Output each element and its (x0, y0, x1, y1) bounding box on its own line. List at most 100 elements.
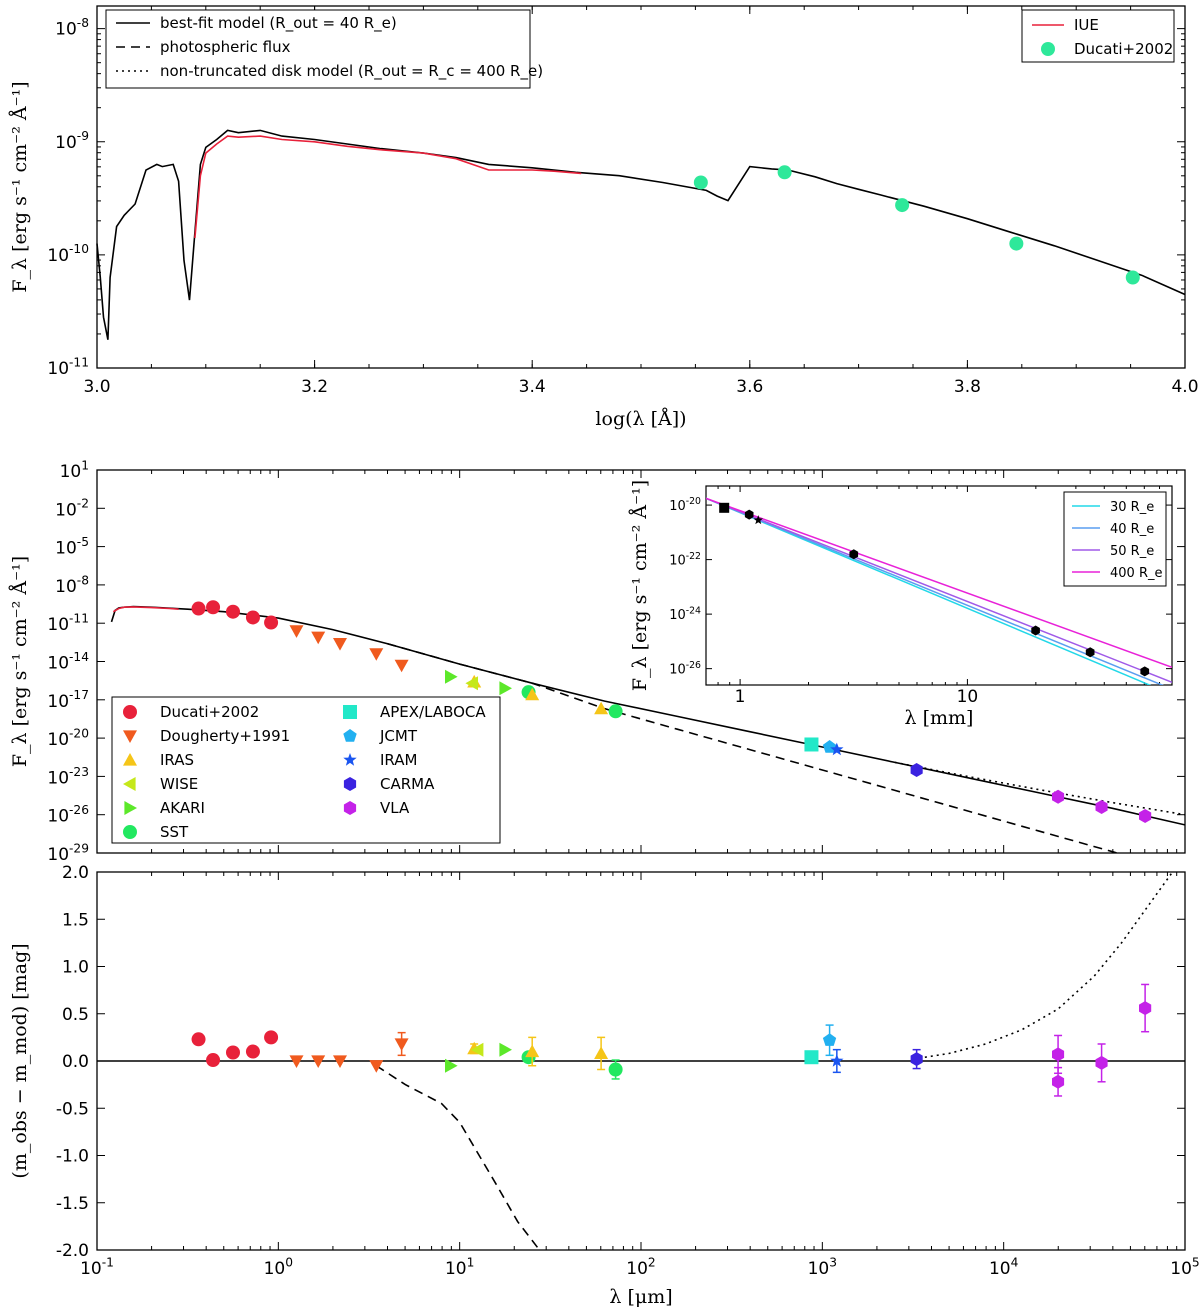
legend-marker (123, 705, 137, 719)
legend-label: Ducati+2002 (160, 703, 259, 721)
y-axis-label: (m_obs − m_mod) [mag] (9, 943, 31, 1178)
residual-ducati-2002 (264, 1030, 279, 1045)
y-tick-label: 10-11 (47, 612, 89, 636)
legend-marker (343, 801, 357, 815)
legend-label: IUE (1074, 16, 1099, 34)
x-tick-label: 3.4 (519, 377, 546, 397)
residual-vla (1139, 1001, 1152, 1016)
inset-point (1140, 666, 1150, 677)
inset-y-tick-label: 10-26 (669, 660, 701, 678)
point-ducati-2002 (264, 615, 279, 630)
point-sst (608, 704, 623, 719)
y-axis-label: F_λ [erg s⁻¹ cm⁻² Å⁻¹] (9, 81, 31, 292)
y-tick-label: 10-2 (55, 497, 89, 521)
point-dougherty-1991 (289, 625, 304, 638)
inset-y-tick-label: 10-22 (669, 551, 701, 569)
model-lines (110, 605, 1185, 853)
y-tick-label: -1.0 (56, 1147, 89, 1167)
inset-point (1085, 647, 1095, 658)
residual-dougherty-1991 (333, 1055, 347, 1068)
y-tick-label: 10-8 (55, 16, 89, 40)
point-dougherty-1991 (311, 631, 326, 645)
y-tick-label: 1.0 (62, 958, 89, 978)
residual-iras (525, 1044, 540, 1058)
legend-frame (105, 9, 531, 89)
line-non-truncated-disk-model (912, 872, 1174, 1060)
x-tick-label: 10-1 (80, 1255, 114, 1279)
legend-label: photospheric flux (160, 38, 291, 56)
residual-ducati-2002 (245, 1044, 260, 1059)
y-tick-label: 10-14 (47, 650, 89, 674)
legend-marker (123, 825, 137, 839)
point-akari (445, 669, 458, 684)
residual-dougherty-1991 (311, 1055, 326, 1068)
residual-ducati-2002 (191, 1032, 206, 1047)
residual-iram (830, 1054, 844, 1067)
legend-label: Dougherty+1991 (160, 727, 290, 745)
legend-marker (343, 753, 357, 766)
x-axis-label: log(λ [Å]) (595, 408, 686, 430)
legend-marker (123, 730, 137, 743)
inset-legend: 30 R_e 40 R_e 50 R_e 400 R_e (1063, 491, 1167, 587)
inset-line-30-R_e (706, 497, 1152, 685)
legend-marker (343, 729, 357, 742)
legend-label: CARMA (380, 775, 435, 793)
ducati-point (1009, 236, 1024, 251)
residual-akari (445, 1058, 458, 1073)
residual-vla (1095, 1055, 1108, 1070)
line-iue (112, 606, 179, 613)
legend-data: IUE Ducati+2002 (1021, 9, 1175, 63)
legend-models: best-fit model (R_out = 40 R_e) photosphe… (105, 9, 543, 89)
residual-ducati-2002 (206, 1053, 221, 1068)
y-tick-label: 10-9 (55, 129, 89, 153)
legend-label: 50 R_e (1110, 544, 1154, 559)
y-tick-label: 1.5 (62, 910, 89, 930)
residual-jcmt (822, 1033, 837, 1046)
y-tick-label: 101 (60, 458, 89, 482)
point-vla (1095, 800, 1108, 814)
residual-vla (1052, 1047, 1065, 1062)
point-dougherty-1991 (333, 638, 347, 651)
legend-label: 400 R_e (1110, 566, 1162, 581)
y-tick-label: -2.0 (56, 1241, 89, 1261)
x-tick-label: 103 (808, 1255, 837, 1279)
inset-y-tick-label: 10-20 (669, 496, 701, 514)
residual-akari (499, 1042, 512, 1057)
legend-label: APEX/LABOCA (380, 703, 486, 721)
line-non-truncated-disk-model (894, 761, 1185, 816)
series-best-fit-model (96, 129, 1186, 340)
point-ducati-2002 (206, 600, 221, 615)
legend-label: VLA (380, 799, 410, 817)
x-tick-label: 3.6 (736, 377, 763, 397)
point-iram (830, 742, 844, 756)
residual-dougherty-1991 (394, 1038, 409, 1051)
y-tick-label: 0.0 (62, 1052, 89, 1072)
inset-point (1031, 625, 1040, 636)
residual-dougherty-1991 (369, 1060, 384, 1073)
panel-spectrum: 3.0 3.2 3.4 3.6 3.8 4.0 10-11 10-10 10-9 10-8 log(… (9, 5, 1199, 430)
inset-x-tick-label: 1 (735, 687, 746, 707)
point-vla (1052, 789, 1065, 804)
legend-frame (1063, 491, 1167, 587)
y-tick-label: -0.5 (56, 1099, 89, 1119)
model-lines (97, 872, 1185, 1250)
y-tick-label: 10-23 (47, 765, 89, 789)
inset-y-tick-label: 10-24 (669, 605, 701, 623)
point-ducati-2002 (245, 610, 260, 625)
x-tick-label: 3.2 (301, 377, 328, 397)
x-tick-label: 102 (626, 1255, 655, 1279)
point-carma (910, 763, 923, 777)
legend-label: AKARI (160, 799, 205, 817)
residual-carma (910, 1052, 923, 1067)
inset-line-40-R_e (706, 497, 1164, 685)
legend-marker (1041, 42, 1055, 56)
residual-dougherty-1991 (289, 1055, 304, 1068)
legend-label: JCMT (379, 727, 418, 745)
legend-label: best-fit model (R_out = 40 R_e) (160, 14, 397, 33)
y-axis-label: F_λ [erg s⁻¹ cm⁻² Å⁻¹] (9, 556, 31, 767)
panel-residuals: 2.0 1.5 1.0 0.5 0.0 -0.5 -1.0 -1.5 -2.010-1 100 10… (9, 863, 1200, 1308)
legend-marker (123, 777, 136, 791)
y-tick-label: 10-11 (47, 355, 89, 379)
inset-x-tick-label: 10 (957, 687, 979, 707)
series-iue (194, 135, 582, 238)
